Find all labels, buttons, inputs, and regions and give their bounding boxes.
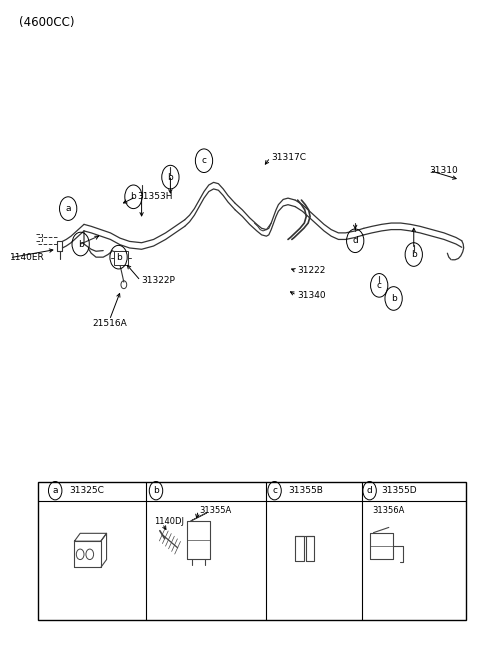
Text: 31356A: 31356A <box>372 506 404 515</box>
Text: 1140DJ: 1140DJ <box>154 517 183 526</box>
FancyBboxPatch shape <box>38 482 466 620</box>
Text: c: c <box>377 281 382 290</box>
FancyBboxPatch shape <box>114 251 128 265</box>
Text: c: c <box>202 156 206 165</box>
Text: (4600CC): (4600CC) <box>19 16 75 30</box>
Text: 31355B: 31355B <box>288 486 323 495</box>
Text: 31355D: 31355D <box>382 486 417 495</box>
Text: b: b <box>131 192 136 201</box>
Text: 31322P: 31322P <box>142 276 176 285</box>
Text: 31340: 31340 <box>298 291 326 300</box>
Text: a: a <box>52 486 58 495</box>
Text: 31317C: 31317C <box>271 153 306 162</box>
Text: b: b <box>168 173 173 182</box>
Text: b: b <box>78 239 84 249</box>
Text: 31353H: 31353H <box>137 192 172 201</box>
Text: d: d <box>352 236 358 245</box>
Text: c: c <box>272 486 277 495</box>
Text: 21516A: 21516A <box>92 319 127 328</box>
Text: 1140ER: 1140ER <box>10 253 44 262</box>
Text: 31355A: 31355A <box>199 506 231 515</box>
Text: b: b <box>391 294 396 303</box>
Text: b: b <box>153 486 159 495</box>
Text: 31222: 31222 <box>298 266 326 276</box>
Text: d: d <box>367 486 372 495</box>
Text: 31310: 31310 <box>430 166 458 175</box>
Text: b: b <box>411 250 417 259</box>
Text: b: b <box>116 253 121 262</box>
Text: a: a <box>65 204 71 213</box>
Text: 31325C: 31325C <box>70 486 105 495</box>
